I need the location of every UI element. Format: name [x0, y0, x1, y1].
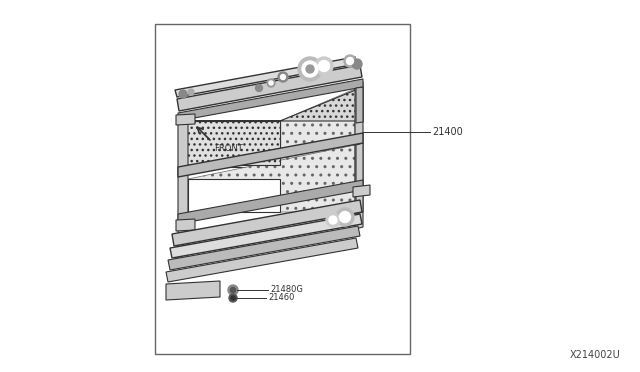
Polygon shape: [188, 179, 280, 212]
Polygon shape: [353, 185, 370, 197]
Polygon shape: [188, 122, 280, 167]
Circle shape: [329, 216, 337, 224]
Polygon shape: [168, 226, 360, 270]
Circle shape: [302, 61, 318, 77]
Polygon shape: [355, 82, 363, 229]
Text: 21400: 21400: [432, 127, 463, 137]
Bar: [155, 24, 410, 354]
Circle shape: [306, 65, 314, 73]
Polygon shape: [178, 180, 363, 224]
Polygon shape: [176, 114, 195, 125]
Circle shape: [280, 74, 285, 80]
Circle shape: [346, 58, 353, 64]
Polygon shape: [280, 89, 355, 165]
Polygon shape: [172, 200, 362, 246]
Circle shape: [278, 72, 288, 82]
Circle shape: [339, 212, 351, 222]
Circle shape: [179, 90, 187, 98]
Circle shape: [315, 57, 333, 75]
Circle shape: [228, 285, 238, 295]
Polygon shape: [188, 145, 355, 212]
Circle shape: [267, 79, 275, 87]
Text: FRONT: FRONT: [214, 144, 243, 153]
Circle shape: [298, 57, 322, 81]
Circle shape: [188, 89, 194, 95]
Polygon shape: [356, 143, 363, 214]
Polygon shape: [178, 133, 363, 177]
Polygon shape: [178, 116, 188, 263]
Circle shape: [255, 84, 262, 92]
Circle shape: [336, 208, 354, 226]
Polygon shape: [170, 214, 362, 258]
Polygon shape: [178, 87, 363, 121]
Polygon shape: [177, 65, 362, 111]
Circle shape: [229, 294, 237, 302]
Polygon shape: [166, 281, 220, 300]
Polygon shape: [176, 219, 195, 231]
Polygon shape: [175, 57, 357, 97]
Polygon shape: [356, 87, 363, 123]
Text: 21460: 21460: [268, 294, 294, 302]
Text: 21480G: 21480G: [270, 285, 303, 295]
Polygon shape: [166, 238, 358, 282]
Circle shape: [352, 59, 362, 69]
Circle shape: [326, 213, 340, 227]
Circle shape: [344, 55, 356, 67]
Text: X214002U: X214002U: [569, 350, 620, 360]
Circle shape: [319, 61, 330, 71]
Circle shape: [231, 296, 235, 300]
Polygon shape: [178, 79, 363, 121]
Circle shape: [269, 81, 273, 85]
Polygon shape: [178, 121, 280, 165]
Circle shape: [230, 288, 236, 292]
